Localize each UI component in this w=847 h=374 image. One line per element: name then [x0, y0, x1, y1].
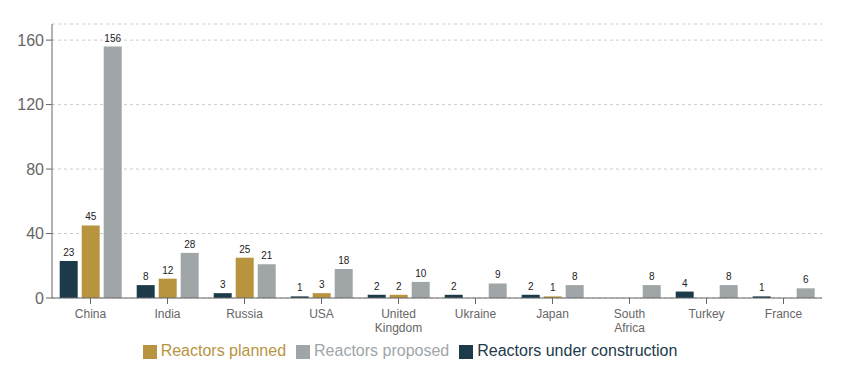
svg-text:China: China [75, 307, 107, 321]
svg-text:9: 9 [495, 269, 501, 280]
svg-text:120: 120 [17, 96, 44, 113]
svg-text:2: 2 [451, 281, 457, 292]
svg-text:10: 10 [415, 268, 427, 279]
svg-text:160: 160 [17, 32, 44, 49]
svg-text:India: India [154, 307, 180, 321]
svg-text:12: 12 [162, 265, 174, 276]
svg-text:8: 8 [143, 271, 149, 282]
svg-text:40: 40 [26, 225, 44, 242]
svg-text:Ukraine: Ukraine [455, 307, 497, 321]
svg-text:USA: USA [309, 307, 334, 321]
svg-text:8: 8 [572, 271, 578, 282]
svg-text:21: 21 [261, 250, 273, 261]
svg-text:4: 4 [682, 278, 688, 289]
svg-text:UnitedKingdom: UnitedKingdom [375, 307, 422, 335]
svg-text:18: 18 [338, 255, 350, 266]
svg-text:Turkey: Turkey [688, 307, 724, 321]
svg-text:23: 23 [63, 247, 75, 258]
svg-text:3: 3 [220, 279, 226, 290]
html-text:Reactors proposed: Reactors proposed [314, 342, 450, 359]
svg-text:8: 8 [649, 271, 655, 282]
svg-text:SouthAfrica: SouthAfrica [614, 307, 645, 335]
svg-text:0: 0 [35, 290, 44, 307]
svg-text:1: 1 [550, 282, 556, 293]
svg-text:2: 2 [528, 281, 534, 292]
html-text:Reactors planned: Reactors planned [160, 342, 287, 359]
svg-text:45: 45 [85, 211, 97, 222]
html-text:Reactors under construction: Reactors under construction [477, 342, 678, 359]
svg-text:Japan: Japan [536, 307, 569, 321]
svg-text:1: 1 [297, 282, 303, 293]
svg-text:25: 25 [239, 244, 251, 255]
svg-text:8: 8 [726, 271, 732, 282]
svg-text:3: 3 [319, 279, 325, 290]
svg-text:1: 1 [759, 282, 765, 293]
svg-text:6: 6 [803, 274, 809, 285]
svg-text:156: 156 [104, 33, 121, 44]
svg-text:Russia: Russia [226, 307, 263, 321]
svg-text:28: 28 [184, 239, 196, 250]
svg-text:2: 2 [374, 281, 380, 292]
svg-text:2: 2 [396, 281, 402, 292]
svg-text:80: 80 [26, 161, 44, 178]
svg-text:France: France [765, 307, 803, 321]
